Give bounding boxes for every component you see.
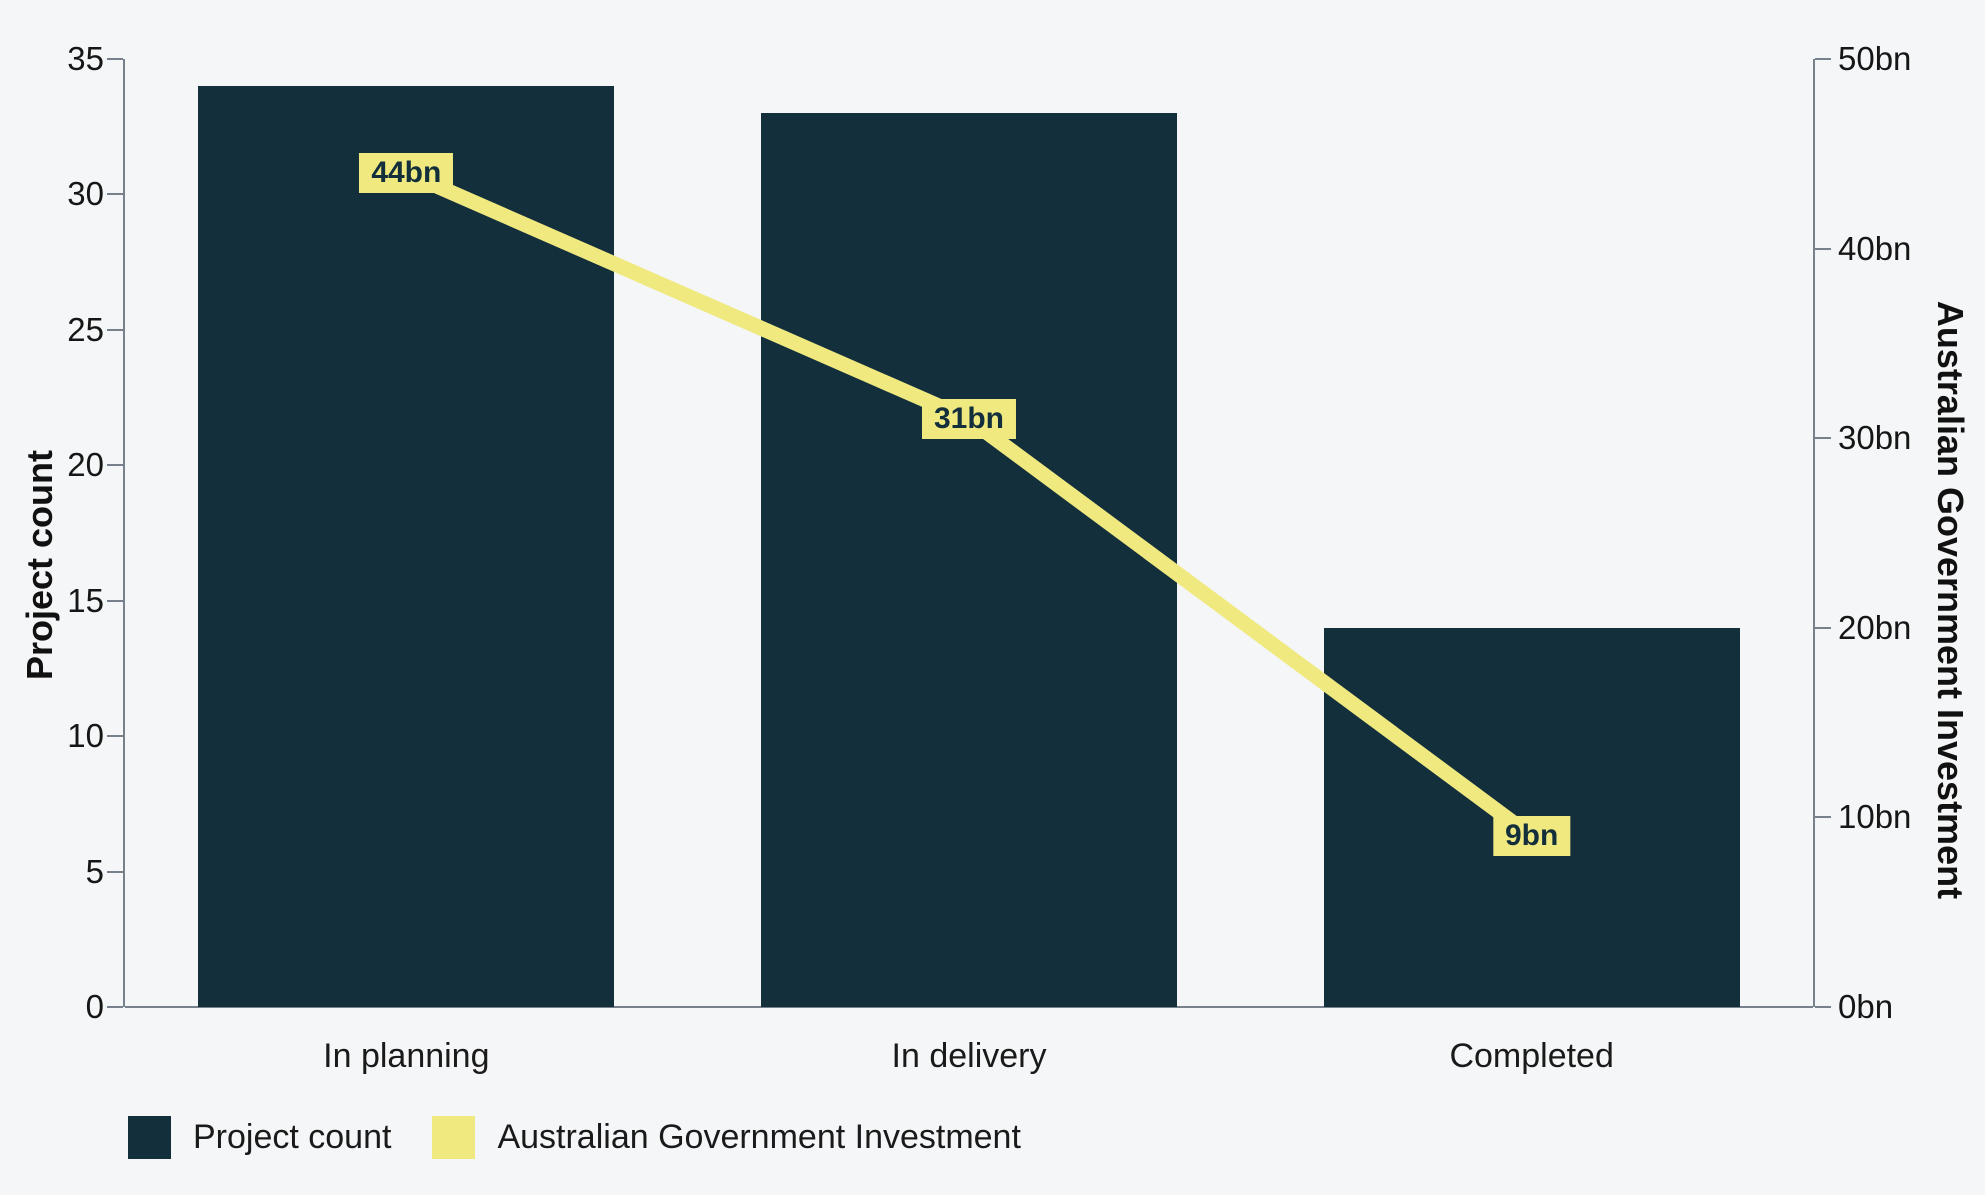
right-axis-tick — [1815, 626, 1831, 629]
left-axis-tick — [107, 193, 123, 196]
legend-swatch-australian-government-investment — [432, 1116, 476, 1159]
left-axis-tick — [107, 735, 123, 738]
legend-item-project-count: Project count — [128, 1116, 391, 1159]
right-axis-line — [1813, 59, 1815, 1007]
left-axis-tick — [107, 599, 123, 602]
right-axis-tick-label: 0bn — [1838, 988, 1894, 1025]
right-axis-tick — [1815, 437, 1831, 440]
right-axis-tick — [1815, 1006, 1831, 1008]
category-label-in-planning: In planning — [323, 1037, 490, 1075]
left-axis-tick-label: 10 — [67, 717, 104, 755]
bar-in-delivery — [761, 113, 1177, 1007]
right-axis-tick — [1815, 58, 1831, 60]
left-axis-tick-label: 15 — [67, 581, 104, 619]
legend-swatch-project-count — [128, 1116, 171, 1159]
right-axis-tick-label: 20bn — [1838, 608, 1912, 646]
left-axis-tick-label: 25 — [67, 310, 104, 348]
left-axis-tick — [107, 58, 123, 60]
bar-in-planning — [198, 86, 615, 1007]
left-axis-tick — [107, 328, 123, 331]
legend-item-australian-government-investment: Australian Government Investment — [432, 1116, 1021, 1159]
right-axis-tick-label: 30bn — [1838, 419, 1912, 457]
left-axis-tick — [107, 1006, 123, 1008]
left-axis-tick — [107, 870, 123, 873]
legend-label-project-count: Project count — [193, 1118, 392, 1156]
left-axis-tick-label: 30 — [67, 175, 104, 213]
right-axis-tick — [1815, 816, 1831, 819]
left-axis-line — [123, 59, 125, 1007]
left-axis-tick-label: 20 — [67, 446, 104, 484]
left-axis-tick-label: 35 — [67, 40, 104, 77]
right-axis-tick-label: 40bn — [1838, 229, 1912, 267]
point-label-in-planning: 44bn — [359, 152, 454, 193]
point-label-in-delivery: 31bn — [921, 399, 1017, 440]
left-axis-tick-label: 0 — [85, 988, 104, 1025]
right-axis-tick — [1815, 247, 1831, 250]
left-axis-tick — [107, 464, 123, 467]
left-axis-title: Project count — [19, 449, 60, 681]
category-label-completed: Completed — [1449, 1037, 1614, 1075]
point-label-completed: 9bn — [1492, 816, 1571, 857]
left-axis-tick-label: 5 — [85, 852, 104, 890]
x-axis-baseline — [125, 1006, 1813, 1008]
category-label-in-delivery: In delivery — [891, 1037, 1047, 1075]
legend: Project count Australian Government Inves… — [128, 1116, 1021, 1159]
right-axis-tick-label: 10bn — [1838, 798, 1912, 836]
legend-label-australian-government-investment: Australian Government Investment — [497, 1118, 1021, 1156]
right-axis-tick-label: 50bn — [1838, 40, 1912, 77]
right-axis-title: Australian Government Investment — [1930, 300, 1971, 900]
